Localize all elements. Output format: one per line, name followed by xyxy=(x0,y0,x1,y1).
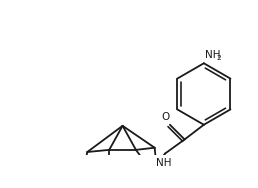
Text: NH: NH xyxy=(205,50,221,60)
Text: O: O xyxy=(161,111,170,121)
Text: NH: NH xyxy=(156,158,172,168)
Text: 2: 2 xyxy=(216,55,221,61)
